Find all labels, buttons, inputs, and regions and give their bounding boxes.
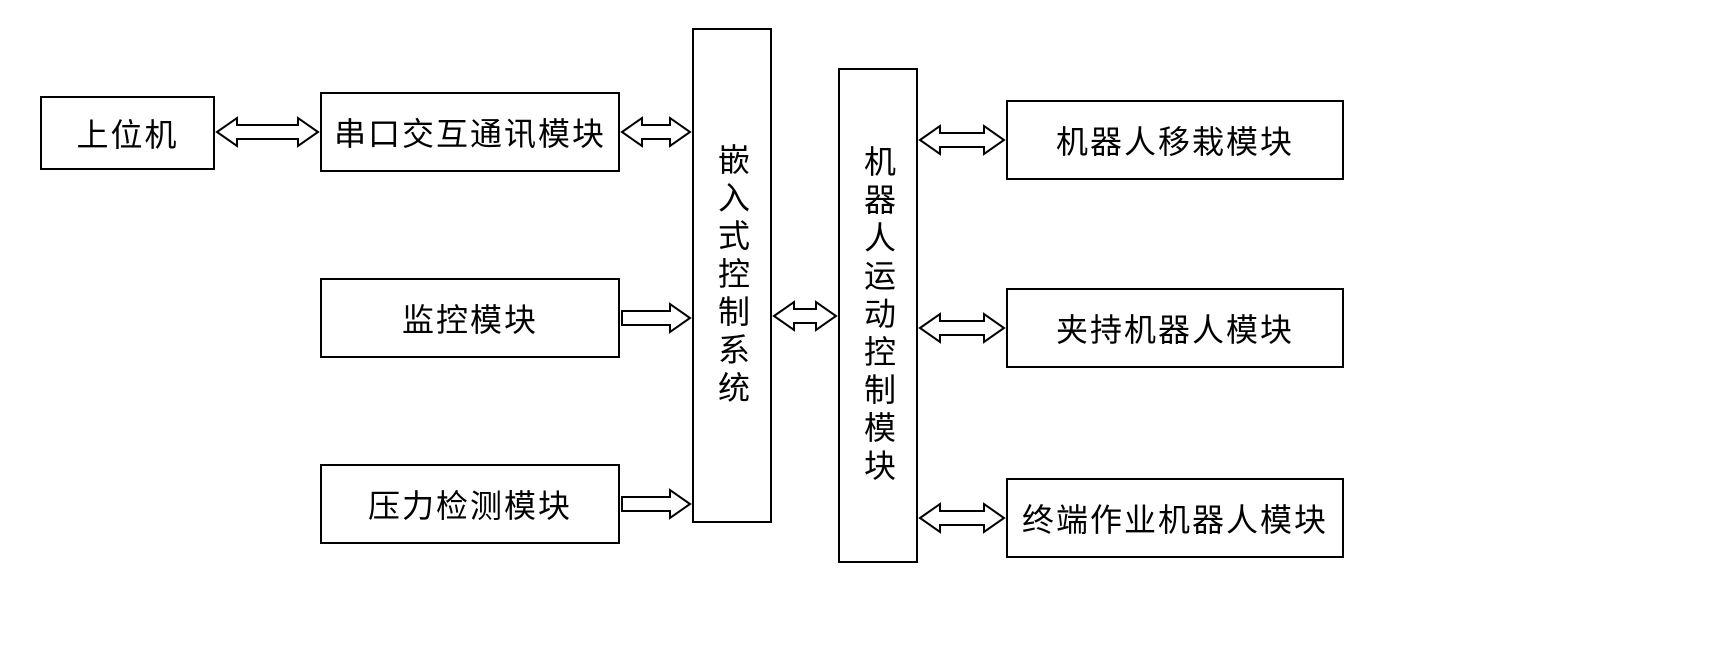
edge-e1	[215, 116, 320, 153]
node-label: 监控模块	[402, 295, 538, 341]
edge-e5	[772, 300, 838, 337]
node-label: 终端作业机器人模块	[1022, 495, 1328, 541]
node-label: 串口交互通讯模块	[334, 109, 606, 155]
node-host: 上位机	[40, 96, 215, 170]
edge-e2	[620, 116, 692, 153]
edge-e4	[620, 488, 692, 525]
node-transplant: 机器人移栽模块	[1006, 100, 1344, 180]
node-serial: 串口交互通讯模块	[320, 92, 620, 172]
edge-e6	[918, 124, 1006, 161]
node-monitor: 监控模块	[320, 278, 620, 358]
node-label: 嵌入式控制系统	[709, 143, 755, 409]
node-gripper: 夹持机器人模块	[1006, 288, 1344, 368]
node-pressure: 压力检测模块	[320, 464, 620, 544]
diagram-canvas: 上位机 串口交互通讯模块监控模块压力检测模块 嵌入式控制系统 机器人运动控制模块 机器人…	[0, 0, 1715, 668]
node-motion: 机器人运动控制模块	[838, 68, 918, 563]
node-label: 压力检测模块	[368, 481, 572, 527]
node-label: 机器人移栽模块	[1056, 117, 1294, 163]
node-label: 机器人运动控制模块	[855, 145, 901, 487]
edge-e8	[918, 502, 1006, 539]
node-label: 夹持机器人模块	[1056, 305, 1294, 351]
node-embedded: 嵌入式控制系统	[692, 28, 772, 523]
edge-e7	[918, 312, 1006, 349]
node-terminal: 终端作业机器人模块	[1006, 478, 1344, 558]
node-label: 上位机	[76, 110, 178, 156]
edge-e3	[620, 302, 692, 339]
